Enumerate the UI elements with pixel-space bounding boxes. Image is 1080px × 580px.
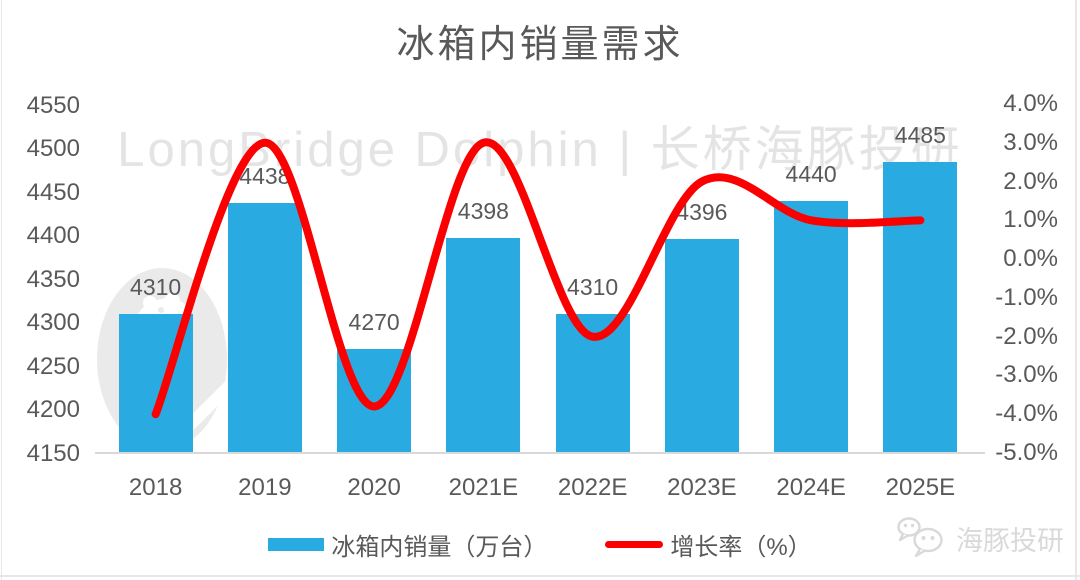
x-axis-label: 2023E <box>667 474 737 501</box>
x-axis-label: 2021E <box>448 474 519 501</box>
right-axis-tick: -5.0% <box>995 439 1058 466</box>
legend-item-sales: 冰箱内销量（万台） <box>268 527 547 562</box>
right-axis-tick: 0.0% <box>1003 245 1058 273</box>
left-axis-tick: 4400 <box>26 222 80 249</box>
legend-swatch-line <box>605 541 664 548</box>
bar-2019 <box>227 202 302 454</box>
right-axis-tick: 4.0% <box>1003 90 1058 117</box>
bar-2022E <box>555 314 630 454</box>
bar-2025E <box>883 162 958 454</box>
bar-2024E <box>774 201 849 454</box>
bar-value-label: 4396 <box>676 199 728 226</box>
legend-item-growth: 增长率（%） <box>605 527 812 562</box>
bar-value-label: 4398 <box>457 197 509 224</box>
legend: 冰箱内销量（万台） 增长率（%） <box>0 527 1080 562</box>
chart-title: 冰箱内销量需求 <box>396 24 684 66</box>
right-axis-tick: 2.0% <box>1003 167 1058 195</box>
bar-value-label: 4440 <box>785 161 837 188</box>
x-axis-label: 2019 <box>238 474 292 501</box>
legend-label-growth: 增长率（%） <box>670 534 812 561</box>
bar-2018 <box>118 314 193 454</box>
x-axis-label: 2025E <box>885 474 956 501</box>
left-axis-tick: 4250 <box>26 352 80 380</box>
bar-value-label: 4270 <box>348 309 400 336</box>
right-border <box>1075 0 1077 580</box>
legend-swatch-bar <box>268 538 325 551</box>
x-axis-line <box>95 452 985 454</box>
bar-value-label: 4438 <box>239 162 291 189</box>
left-axis-tick: 4300 <box>26 309 80 336</box>
bar-value-label: 4485 <box>894 122 946 149</box>
bar-2023E <box>664 239 739 454</box>
left-axis-tick: 4450 <box>26 178 80 206</box>
left-axis-tick: 4350 <box>26 265 80 293</box>
footer-brand-text: 海豚投研 <box>956 525 1064 556</box>
bar-2021E <box>446 237 521 454</box>
bar-value-label: 4310 <box>567 274 619 301</box>
x-axis-label: 2018 <box>128 474 183 501</box>
right-axis-tick: 3.0% <box>1003 128 1058 156</box>
left-axis-tick: 4150 <box>26 439 80 467</box>
right-axis-tick: -1.0% <box>995 283 1058 311</box>
bar-2020 <box>337 349 412 454</box>
legend-label-sales: 冰箱内销量（万台） <box>331 534 548 561</box>
right-axis-tick: 1.0% <box>1003 206 1058 234</box>
left-axis-tick: 4200 <box>26 396 80 423</box>
bar-value-label: 4310 <box>130 274 182 301</box>
x-axis-label: 2022E <box>557 474 628 501</box>
wechat-icon <box>897 517 943 558</box>
left-axis-tick: 4550 <box>26 91 80 119</box>
right-axis-tick: -4.0% <box>995 400 1058 428</box>
left-border <box>1 0 2 580</box>
footer-brand: 海豚投研 <box>895 516 1064 560</box>
x-axis-label: 2020 <box>347 474 401 501</box>
right-axis-tick: -2.0% <box>995 322 1058 350</box>
x-axis-label: 2024E <box>776 474 846 501</box>
bottom-divider <box>0 575 1080 577</box>
left-axis-tick: 4500 <box>26 135 80 162</box>
right-axis-tick: -3.0% <box>995 361 1058 389</box>
